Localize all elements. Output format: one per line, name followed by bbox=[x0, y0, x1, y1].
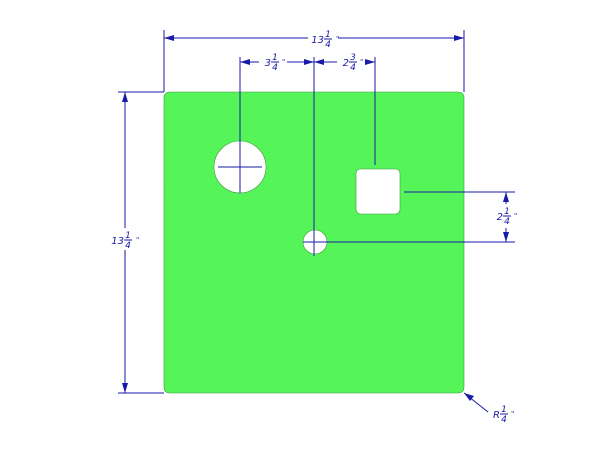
vertical-offset-whole: 2 bbox=[497, 212, 503, 223]
overall-height-num: 1 bbox=[125, 231, 131, 241]
square-offset-whole: 2 bbox=[343, 58, 349, 69]
large-hole-offset-den: 4 bbox=[272, 63, 278, 73]
corner-radius-unit: " bbox=[511, 410, 514, 418]
large-hole-offset-unit: " bbox=[282, 58, 285, 66]
square-offset-num: 3 bbox=[350, 53, 356, 63]
overall-width-unit: " bbox=[336, 35, 339, 43]
overall-height-den: 4 bbox=[125, 241, 131, 251]
vertical-offset-den: 4 bbox=[504, 217, 510, 227]
overall-width-num: 1 bbox=[325, 30, 331, 40]
corner-radius-den: 4 bbox=[501, 415, 507, 425]
corner-radius-prefix: R bbox=[493, 410, 500, 421]
overall-height-whole: 13 bbox=[111, 236, 124, 247]
plate bbox=[163, 91, 465, 394]
vertical-offset-num: 1 bbox=[504, 207, 510, 217]
large-hole-offset-dimension: 3 1 4 " bbox=[239, 50, 315, 256]
large-hole-offset-num: 1 bbox=[272, 53, 278, 63]
vertical-offset-dimension: 2 1 4 " bbox=[314, 191, 523, 243]
overall-width-whole: 13 bbox=[311, 35, 324, 46]
overall-width-dimension: 13 1 4 " bbox=[163, 26, 465, 92]
square-offset-den: 4 bbox=[350, 63, 356, 73]
square-offset-unit: " bbox=[360, 58, 363, 66]
overall-height-dimension: 13 1 4 " bbox=[111, 91, 164, 394]
vertical-offset-unit: " bbox=[514, 212, 517, 220]
overall-width-den: 4 bbox=[325, 40, 331, 50]
overall-height-unit: " bbox=[136, 236, 139, 244]
corner-radius-dimension: R 1 4 " bbox=[463, 392, 514, 425]
square-offset-dimension: 2 3 4 " bbox=[314, 50, 376, 165]
corner-radius-num: 1 bbox=[501, 405, 507, 415]
large-hole-offset-whole: 3 bbox=[265, 58, 271, 69]
